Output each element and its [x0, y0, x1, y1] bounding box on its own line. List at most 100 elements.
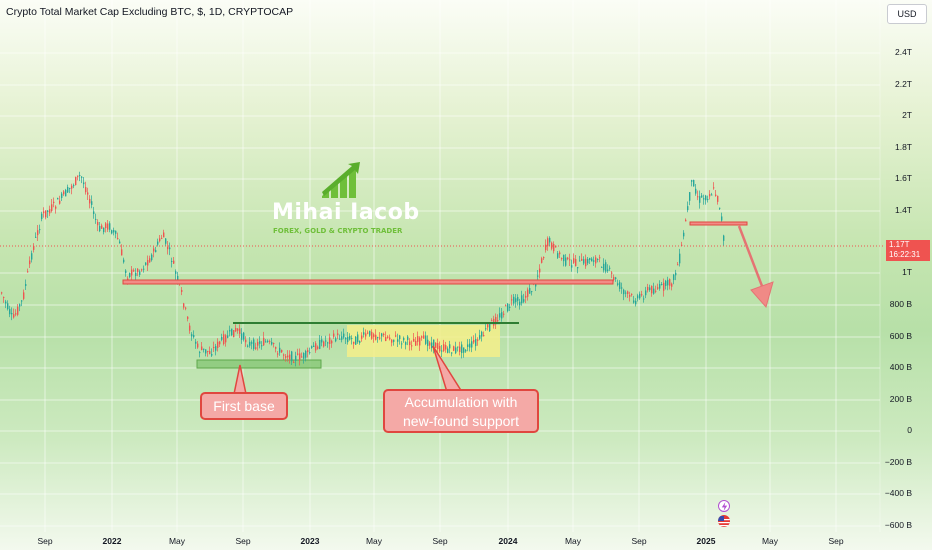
candle-body	[1, 292, 3, 294]
first-base-zone[interactable]	[196, 359, 322, 369]
candle-body	[447, 348, 449, 353]
candle-body	[119, 241, 121, 244]
candle-body	[653, 288, 655, 294]
candle-body	[637, 295, 639, 299]
time-axis-label: Sep	[235, 536, 251, 546]
candle-body	[123, 259, 125, 263]
candle-body	[233, 330, 235, 338]
candle-body	[431, 342, 433, 349]
candle-body	[545, 244, 547, 251]
candle-body	[259, 341, 261, 344]
candle-body	[299, 353, 301, 361]
candle-body	[283, 354, 285, 356]
candle-body	[501, 312, 503, 319]
candle-body	[77, 175, 79, 177]
candle-body	[523, 299, 525, 302]
candle-body	[203, 348, 205, 350]
candle-body	[185, 307, 187, 309]
current-price-badge: 1.17T 16:22:31	[886, 240, 930, 261]
candle-body	[567, 257, 569, 260]
candle-body	[561, 258, 563, 260]
candle-body	[719, 207, 721, 209]
candle-body	[93, 211, 95, 215]
candle-body	[421, 336, 423, 338]
candle-body	[465, 349, 467, 352]
candle-body	[279, 347, 281, 353]
currency-button[interactable]: USD	[887, 4, 927, 24]
candle-body	[337, 333, 339, 335]
candle-body	[343, 333, 345, 338]
us-flag-icon[interactable]	[718, 515, 730, 527]
candle-body	[557, 253, 559, 258]
candle-body	[425, 335, 427, 344]
candle-body	[497, 320, 499, 322]
candle-body	[247, 345, 249, 347]
candle-body	[619, 282, 621, 289]
candle-body	[437, 343, 439, 350]
candle-body	[625, 292, 627, 294]
candle-body	[87, 192, 89, 195]
candle-body	[537, 275, 539, 277]
candle-body	[35, 236, 37, 238]
projection-arrow[interactable]	[737, 225, 774, 309]
candle-body	[687, 206, 689, 211]
candle-body	[91, 201, 93, 205]
candle-body	[45, 210, 47, 218]
candle-body	[703, 198, 705, 200]
candle-body	[411, 345, 413, 347]
candle-body	[177, 275, 179, 281]
candle-body	[103, 227, 105, 233]
candle-body	[389, 337, 391, 340]
candle-body	[227, 335, 229, 338]
candle-body	[55, 206, 57, 209]
grid	[0, 0, 880, 532]
candle-body	[611, 272, 613, 274]
candle-body	[39, 229, 41, 231]
candle-body	[243, 332, 245, 340]
candle-body	[393, 339, 395, 342]
resistance-line[interactable]	[122, 279, 614, 285]
candle-body	[13, 314, 15, 318]
candle-body	[585, 258, 587, 267]
first-base-callout[interactable]: First base	[200, 392, 288, 420]
candle-body	[513, 296, 515, 304]
candle-body	[685, 219, 687, 222]
candle-body	[209, 351, 211, 354]
candle-body	[193, 335, 195, 338]
candle-body	[441, 350, 443, 352]
candle-body	[75, 177, 77, 186]
candle-body	[221, 336, 223, 340]
breakdown-level[interactable]	[689, 221, 748, 226]
candle-body	[17, 306, 19, 315]
candle-body	[129, 273, 131, 277]
candle-body	[277, 353, 279, 355]
candle-body	[353, 341, 355, 344]
time-axis-label: 2024	[498, 536, 518, 546]
candle-body	[27, 271, 29, 273]
candle-body	[713, 187, 715, 189]
candle-body	[471, 341, 473, 348]
candle-body	[85, 187, 87, 193]
candle-body	[443, 344, 445, 351]
candle-body	[521, 295, 523, 304]
candle-body	[569, 259, 571, 261]
candle-body	[49, 209, 51, 214]
bar-chart-growth-icon	[322, 162, 360, 198]
candle-body	[543, 256, 545, 259]
candle-body	[603, 263, 605, 271]
chart-title: Crypto Total Market Cap Excluding BTC, $…	[6, 6, 294, 18]
candle-body	[121, 249, 123, 256]
candle-body	[47, 210, 49, 213]
candle-body	[3, 296, 5, 298]
candle-body	[167, 246, 169, 250]
lightning-icon[interactable]	[718, 500, 730, 512]
accumulation-callout[interactable]: Accumulation with new-found support	[383, 389, 539, 433]
candle-body	[721, 216, 723, 221]
accumulation-zone[interactable]	[347, 325, 500, 357]
candle-body	[663, 282, 665, 291]
candle-body	[371, 331, 373, 339]
candle-body	[57, 198, 59, 200]
candle-body	[67, 187, 69, 193]
